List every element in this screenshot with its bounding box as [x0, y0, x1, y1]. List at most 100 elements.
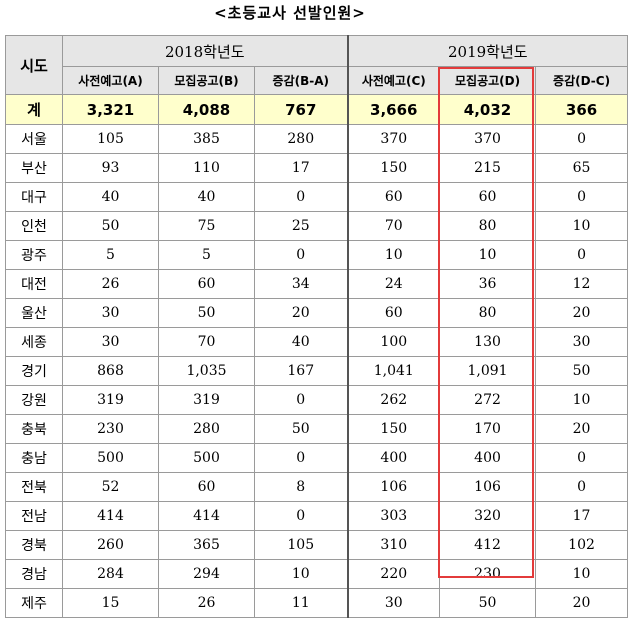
table-cell: 170: [439, 414, 537, 444]
table-cell: 17: [253, 153, 349, 183]
table-cell: 36: [439, 269, 537, 299]
table-cell: 0: [535, 472, 629, 502]
region-column-header: 시도: [5, 35, 63, 95]
table-row: 광주 5 5 0 10 10 0: [5, 240, 629, 270]
table-cell: 230: [62, 414, 159, 444]
total-cell: 767: [253, 94, 349, 125]
table-cell: 385: [158, 124, 255, 154]
table-cell: 1,041: [346, 356, 441, 386]
table-cell: 75: [158, 211, 255, 241]
table-cell: 52: [62, 472, 159, 502]
year-2018-header: 2018학년도: [61, 35, 349, 67]
table-cell: 167: [253, 356, 349, 386]
table-cell: 24: [346, 269, 441, 299]
table-cell: 230: [439, 559, 537, 589]
region-name: 대구: [5, 182, 63, 212]
table-cell: 294: [158, 559, 255, 589]
header-row-years: 시도 2018학년도 2019학년도: [5, 35, 629, 95]
region-name: 부산: [5, 153, 63, 183]
table-cell: 303: [346, 501, 441, 531]
table-cell: 15: [62, 588, 159, 618]
col-header: 증감(D-C): [535, 66, 629, 95]
table-cell: 11: [253, 588, 349, 618]
table-cell: 0: [253, 501, 349, 531]
table-cell: 80: [439, 298, 537, 328]
total-cell: 366: [535, 94, 629, 125]
table-cell: 10: [535, 385, 629, 415]
table-cell: 105: [62, 124, 159, 154]
table-cell: 500: [158, 443, 255, 473]
col-header: 사전예고(C): [346, 66, 441, 95]
table-cell: 10: [535, 211, 629, 241]
table-cell: 60: [158, 472, 255, 502]
table-row: 경남 284 294 10 220 230 10: [5, 559, 629, 589]
table-cell: 400: [439, 443, 537, 473]
table-cell: 105: [253, 530, 349, 560]
table-cell: 220: [346, 559, 441, 589]
region-name: 제주: [5, 588, 63, 618]
region-name: 인천: [5, 211, 63, 241]
table-row: 대구 40 40 0 60 60 0: [5, 182, 629, 212]
table-cell: 30: [535, 327, 629, 357]
region-name: 충북: [5, 414, 63, 444]
region-name: 광주: [5, 240, 63, 270]
table-row: 충남 500 500 0 400 400 0: [5, 443, 629, 473]
total-cell: 4,032: [439, 94, 537, 125]
table-cell: 20: [535, 414, 629, 444]
header-row-columns: 사전예고(A) 모집공고(B) 증감(B-A) 사전예고(C) 모집공고(D) …: [6, 66, 629, 95]
table-cell: 0: [253, 443, 349, 473]
table-cell: 0: [535, 443, 629, 473]
table-cell: 1,035: [158, 356, 255, 386]
table-row: 울산 30 50 20 60 80 20: [5, 298, 629, 328]
table-cell: 17: [535, 501, 629, 531]
table-cell: 868: [62, 356, 159, 386]
table-cell: 50: [535, 356, 629, 386]
table-cell: 500: [62, 443, 159, 473]
table-cell: 400: [346, 443, 441, 473]
table-cell: 50: [253, 414, 349, 444]
table-cell: 50: [158, 298, 255, 328]
table-cell: 20: [253, 298, 349, 328]
table-cell: 12: [535, 269, 629, 299]
table-cell: 370: [346, 124, 441, 154]
table-row: 제주 15 26 11 30 50 20: [5, 588, 629, 618]
total-label: 계: [5, 94, 63, 125]
table-cell: 93: [62, 153, 159, 183]
table-cell: 0: [535, 124, 629, 154]
table-cell: 272: [439, 385, 537, 415]
table-cell: 20: [535, 298, 629, 328]
table-cell: 50: [439, 588, 537, 618]
table-row: 충북 230 280 50 150 170 20: [5, 414, 629, 444]
table-cell: 150: [346, 153, 441, 183]
total-cell: 3,666: [346, 94, 441, 125]
col-header: 사전예고(A): [62, 66, 159, 95]
region-name: 강원: [5, 385, 63, 415]
col-header: 증감(B-A): [253, 66, 349, 95]
table-cell: 10: [253, 559, 349, 589]
table-cell: 8: [253, 472, 349, 502]
page-title: <초등교사 선발인원>: [214, 4, 366, 22]
table-cell: 0: [535, 240, 629, 270]
total-cell: 4,088: [158, 94, 255, 125]
region-name: 서울: [5, 124, 63, 154]
region-name: 전남: [5, 501, 63, 531]
table-cell: 26: [62, 269, 159, 299]
year-2019-header: 2019학년도: [346, 35, 629, 67]
total-row: 계 3,321 4,088 767 3,666 4,032 366: [5, 94, 629, 125]
table-cell: 60: [346, 182, 441, 212]
table-cell: 25: [253, 211, 349, 241]
table-cell: 70: [346, 211, 441, 241]
table-cell: 130: [439, 327, 537, 357]
table-row: 전남 414 414 0 303 320 17: [5, 501, 629, 531]
table-cell: 5: [62, 240, 159, 270]
table-cell: 40: [62, 182, 159, 212]
table-row: 세종 30 70 40 100 130 30: [5, 327, 629, 357]
table-cell: 1,091: [439, 356, 537, 386]
table-cell: 262: [346, 385, 441, 415]
region-name: 경남: [5, 559, 63, 589]
table-cell: 0: [253, 240, 349, 270]
table-cell: 414: [158, 501, 255, 531]
table-row: 강원 319 319 0 262 272 10: [5, 385, 629, 415]
table-cell: 102: [535, 530, 629, 560]
table-row: 경북 260 365 105 310 412 102: [5, 530, 629, 560]
